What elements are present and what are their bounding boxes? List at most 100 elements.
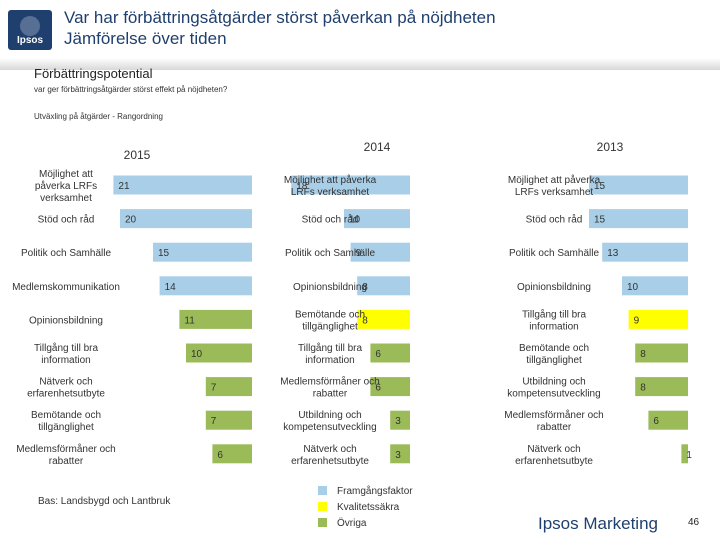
question-text: var ger förbättringsåtgärder störst effe… [34, 85, 228, 94]
panel-title-2015: 2015 [124, 148, 151, 162]
brand-wordmark: Ipsos Marketing [538, 514, 658, 533]
value-label-2015-opinionsbildning: 11 [184, 315, 195, 326]
value-label-2014-politik-och-samhalle: 9 [356, 248, 362, 259]
value-label-2015-politik-och-samhalle: 15 [158, 248, 170, 259]
ipsos-logo: Ipsos [8, 10, 52, 50]
value-label-2013-bemotande-och-tillganglighet: 8 [640, 349, 646, 360]
legend-item-kvalitetssakra: Kvalitetssäkra [318, 502, 399, 513]
bar-2015-medlemskommunikation [159, 276, 252, 296]
legend-swatch-ovriga [318, 518, 327, 527]
category-label-2013-tillgang-till-bra-information: Tillgång till bra information [522, 308, 587, 332]
bar-2015-politik-och-samhalle [153, 242, 252, 262]
bar-2015-bemotande-och-tillganglighet [205, 410, 252, 430]
value-label-2015-tillgang-till-bra-information: 10 [191, 349, 203, 360]
bar-2014-tillgang-till-bra-information [370, 343, 410, 363]
category-label-2013-natverk-och-erfarenhetsutbyte: Nätverk och erfarenhetsutbyte [515, 444, 593, 467]
logo-text: Ipsos [17, 35, 44, 46]
category-label-2014-utbildning-och-kompetensutveckling: Utbildning och kompetensutveckling [283, 410, 376, 433]
bar-2014-stod-och-rad [344, 209, 410, 229]
category-label-2015-stod-och-rad: Stöd och råd [38, 214, 95, 226]
bar-2014-politik-och-samhalle [350, 242, 410, 262]
value-label-2013-tillgang-till-bra-information: 9 [634, 315, 640, 326]
panel-title-2014: 2014 [364, 140, 391, 154]
value-label-2014-opinionsbildning: 8 [362, 282, 368, 293]
category-label-2015-opinionsbildning: Opinionsbildning [29, 315, 103, 326]
bar-2013-stod-och-rad [589, 209, 688, 229]
bar-2015-stod-och-rad [120, 209, 252, 229]
page-number: 46 [688, 517, 700, 528]
category-label-2013-opinionsbildning: Opinionsbildning [517, 282, 591, 293]
bar-2015-natverk-och-erfarenhetsutbyte [205, 377, 252, 397]
category-label-2015-medlemskommunikation: Medlemskommunikation [12, 282, 120, 293]
panel-title-2013: 2013 [597, 140, 624, 154]
category-label-2015-mojlighet-att-paverka-lrfs-verksamhet: Möjlighet att påverka LRFs verksamhet [35, 169, 97, 204]
bar-2014-bemotande-och-tillganglighet [357, 309, 410, 329]
value-label-2013-stod-och-rad: 15 [594, 215, 606, 226]
legend-label-framgangsfaktor: Framgångsfaktor [337, 486, 413, 497]
value-label-2013-medlemsformaner-och-rabatter: 6 [653, 416, 659, 427]
category-label-2014-opinionsbildning: Opinionsbildning [293, 282, 367, 293]
category-label-2014-politik-och-samhalle: Politik och Samhälle [285, 248, 375, 259]
value-label-2013-politik-och-samhalle: 13 [607, 248, 619, 259]
category-label-2014-tillgang-till-bra-information: Tillgång till bra information [298, 342, 363, 366]
value-label-2014-medlemsformaner-och-rabatter: 6 [375, 383, 381, 394]
value-label-2014-mojlighet-att-paverka-lrfs-verksamhet: 18 [296, 181, 308, 192]
page-subtitle: Jämförelse över tiden [64, 29, 227, 48]
value-label-2015-stod-och-rad: 20 [125, 215, 137, 226]
header-divider [0, 58, 720, 70]
bar-2013-politik-och-samhalle [602, 242, 688, 262]
value-label-2014-utbildning-och-kompetensutveckling: 3 [395, 416, 401, 427]
bar-2013-medlemsformaner-och-rabatter [648, 410, 688, 430]
value-label-2013-natverk-och-erfarenhetsutbyte: 1 [686, 450, 692, 461]
value-label-2014-tillgang-till-bra-information: 6 [375, 349, 381, 360]
bar-2014-natverk-och-erfarenhetsutbyte [390, 444, 410, 464]
chart-subtitle: Utväxling på åtgärder - Rangordning [34, 112, 163, 121]
value-label-2015-bemotande-och-tillganglighet: 7 [211, 416, 217, 427]
category-label-2015-natverk-och-erfarenhetsutbyte: Nätverk och erfarenhetsutbyte [27, 377, 105, 400]
bar-2014-opinionsbildning [357, 276, 410, 296]
category-label-2014-mojlighet-att-paverka-lrfs-verksamhet: Möjlighet att påverka LRFs verksamhet [284, 174, 377, 198]
value-label-2013-opinionsbildning: 10 [627, 282, 639, 293]
legend-label-kvalitetssakra: Kvalitetssäkra [337, 502, 400, 513]
bar-2013-utbildning-och-kompetensutveckling [635, 377, 688, 397]
value-label-2015-medlemsformaner-och-rabatter: 6 [217, 450, 223, 461]
legend-item-framgangsfaktor: Framgångsfaktor [318, 486, 413, 497]
bar-2015-opinionsbildning [179, 309, 252, 329]
bar-2014-mojlighet-att-paverka-lrfs-verksamhet [291, 175, 410, 195]
bar-2013-mojlighet-att-paverka-lrfs-verksamhet [589, 175, 688, 195]
page-title: Var har förbättringsåtgärder störst påve… [64, 8, 496, 27]
category-label-2013-politik-och-samhalle: Politik och Samhälle [509, 248, 599, 259]
bar-2015-tillgang-till-bra-information [186, 343, 252, 363]
category-label-2013-mojlighet-att-paverka-lrfs-verksamhet: Möjlighet att påverka LRFs verksamhet [508, 174, 601, 198]
value-label-2013-utbildning-och-kompetensutveckling: 8 [640, 383, 646, 394]
bar-2014-medlemsformaner-och-rabatter [370, 377, 410, 397]
base-note: Bas: Landsbygd och Lantbruk [38, 496, 171, 507]
category-label-2015-medlemsformaner-och-rabatter: Medlemsförmåner och rabatter [16, 443, 115, 467]
category-label-2014-medlemsformaner-och-rabatter: Medlemsförmåner och rabatter [280, 376, 379, 400]
category-label-2015-politik-och-samhalle: Politik och Samhälle [21, 248, 111, 259]
category-label-2015-tillgang-till-bra-information: Tillgång till bra information [34, 342, 99, 366]
bar-2015-mojlighet-att-paverka-lrfs-verksamhet [113, 175, 253, 195]
category-label-2013-bemotande-och-tillganglighet: Bemötande och tillgänglighet [519, 343, 589, 366]
bar-2014-utbildning-och-kompetensutveckling [390, 410, 410, 430]
category-label-2015-bemotande-och-tillganglighet: Bemötande och tillgänglighet [31, 410, 101, 433]
value-label-2015-mojlighet-att-paverka-lrfs-verksamhet: 21 [118, 181, 130, 192]
value-label-2013-mojlighet-att-paverka-lrfs-verksamhet: 15 [594, 181, 606, 192]
category-label-2014-bemotande-och-tillganglighet: Bemötande och tillgänglighet [295, 309, 365, 332]
legend-label-ovriga: Övriga [337, 518, 367, 529]
legend-swatch-framgangsfaktor [318, 486, 327, 495]
section-title: Förbättringspotential [34, 66, 153, 81]
value-label-2014-bemotande-och-tillganglighet: 8 [362, 315, 368, 326]
value-label-2015-medlemskommunikation: 14 [165, 282, 177, 293]
category-label-2013-stod-och-rad: Stöd och råd [526, 214, 583, 226]
value-label-2014-natverk-och-erfarenhetsutbyte: 3 [395, 450, 401, 461]
bar-2015-medlemsformaner-och-rabatter [212, 444, 252, 464]
bar-2013-tillgang-till-bra-information [628, 309, 688, 329]
category-label-2014-natverk-och-erfarenhetsutbyte: Nätverk och erfarenhetsutbyte [291, 444, 369, 467]
bar-2013-bemotande-och-tillganglighet [635, 343, 688, 363]
value-label-2014-stod-och-rad: 10 [349, 215, 361, 226]
category-label-2013-medlemsformaner-och-rabatter: Medlemsförmåner och rabatter [504, 409, 603, 433]
value-label-2015-natverk-och-erfarenhetsutbyte: 7 [211, 383, 217, 394]
category-label-2014-stod-och-rad: Stöd och råd [302, 214, 359, 226]
